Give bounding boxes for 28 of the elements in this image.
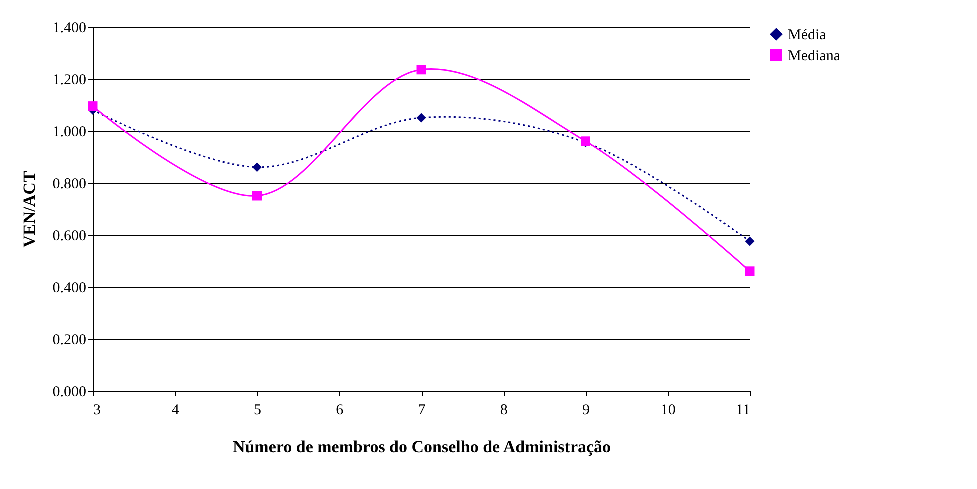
- point: [88, 102, 98, 112]
- x-tick-label: 11: [736, 402, 750, 418]
- y-tick-label: 1.000: [52, 124, 86, 140]
- y-tick-label: 0.000: [52, 384, 86, 400]
- y-tick-label: 1.400: [52, 20, 86, 36]
- point: [252, 191, 262, 201]
- y-tick-label: 0.800: [52, 176, 86, 192]
- x-tick-label: 4: [172, 402, 180, 418]
- y-axis-title: VEN/ACT: [20, 170, 39, 248]
- x-axis-title: Número de membros do Conselho de Administração: [232, 438, 612, 456]
- legend-label: Média: [788, 28, 827, 44]
- x-tick-label: 10: [660, 402, 676, 418]
- x-tick-label: 9: [582, 402, 590, 418]
- point: [416, 113, 426, 123]
- y-tick-label: 0.200: [52, 332, 86, 348]
- point: [416, 65, 426, 75]
- x-tick-label: 8: [500, 402, 508, 418]
- point: [745, 266, 755, 276]
- point: [252, 162, 262, 172]
- y-tick-label: 0.400: [52, 280, 86, 296]
- x-tick-label: 6: [336, 402, 344, 418]
- legend-label: Mediana: [788, 48, 841, 64]
- y-tick-label: 1.200: [52, 72, 86, 88]
- x-tick-label: 3: [94, 402, 101, 418]
- point: [745, 236, 755, 246]
- y-tick-label: 0.600: [52, 228, 86, 244]
- x-tick-label: 7: [418, 402, 426, 418]
- x-tick-label: 5: [254, 402, 262, 418]
